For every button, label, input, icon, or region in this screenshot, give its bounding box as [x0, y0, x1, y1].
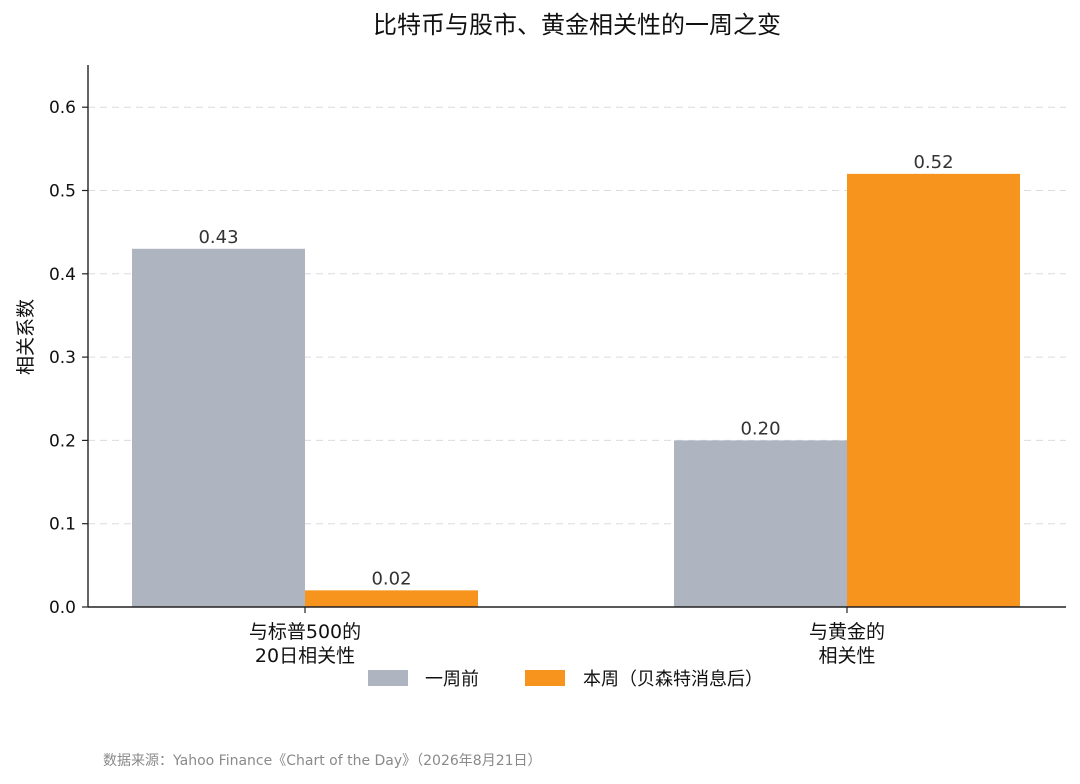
legend-swatch [525, 670, 565, 686]
y-tick-label: 0.6 [49, 98, 76, 118]
bars [132, 173, 1020, 607]
bar [674, 440, 847, 607]
y-tick-label: 0.0 [49, 598, 76, 618]
legend-swatch [368, 670, 408, 686]
axes [87, 65, 1066, 608]
x-tick-label: 20日相关性 [255, 645, 355, 667]
y-tick-label: 0.2 [49, 431, 76, 451]
source-note: 数据来源：Yahoo Finance《Chart of the Day》（202… [103, 753, 542, 769]
y-tick-label: 0.5 [49, 182, 76, 202]
legend: 一周前 本周（贝森特消息后） [368, 669, 763, 690]
data-label: 0.52 [913, 152, 953, 173]
y-tick-label: 0.4 [49, 265, 76, 285]
data-label: 0.02 [371, 568, 411, 589]
legend-label: 一周前 [425, 669, 479, 690]
y-axis-label: 相关系数 [15, 299, 37, 375]
bar [847, 173, 1020, 607]
chart-title: 比特币与股市、黄金相关性的一周之变 [373, 11, 781, 39]
x-tick-label: 与黄金的 [809, 621, 885, 643]
y-ticks: 0.0 0.1 0.2 0.3 0.4 0.5 0.6 [49, 98, 88, 618]
value-labels: 0.43 0.20 0.02 0.52 [198, 152, 953, 590]
bar [132, 248, 305, 607]
data-label: 0.43 [198, 227, 238, 248]
data-label: 0.20 [740, 418, 780, 439]
bar [305, 590, 478, 607]
x-tick-label: 相关性 [818, 645, 875, 667]
x-tick-label: 与标普500的 [249, 621, 361, 643]
y-tick-label: 0.3 [49, 348, 76, 368]
y-tick-label: 0.1 [49, 515, 76, 535]
legend-label: 本周（贝森特消息后） [583, 669, 763, 690]
